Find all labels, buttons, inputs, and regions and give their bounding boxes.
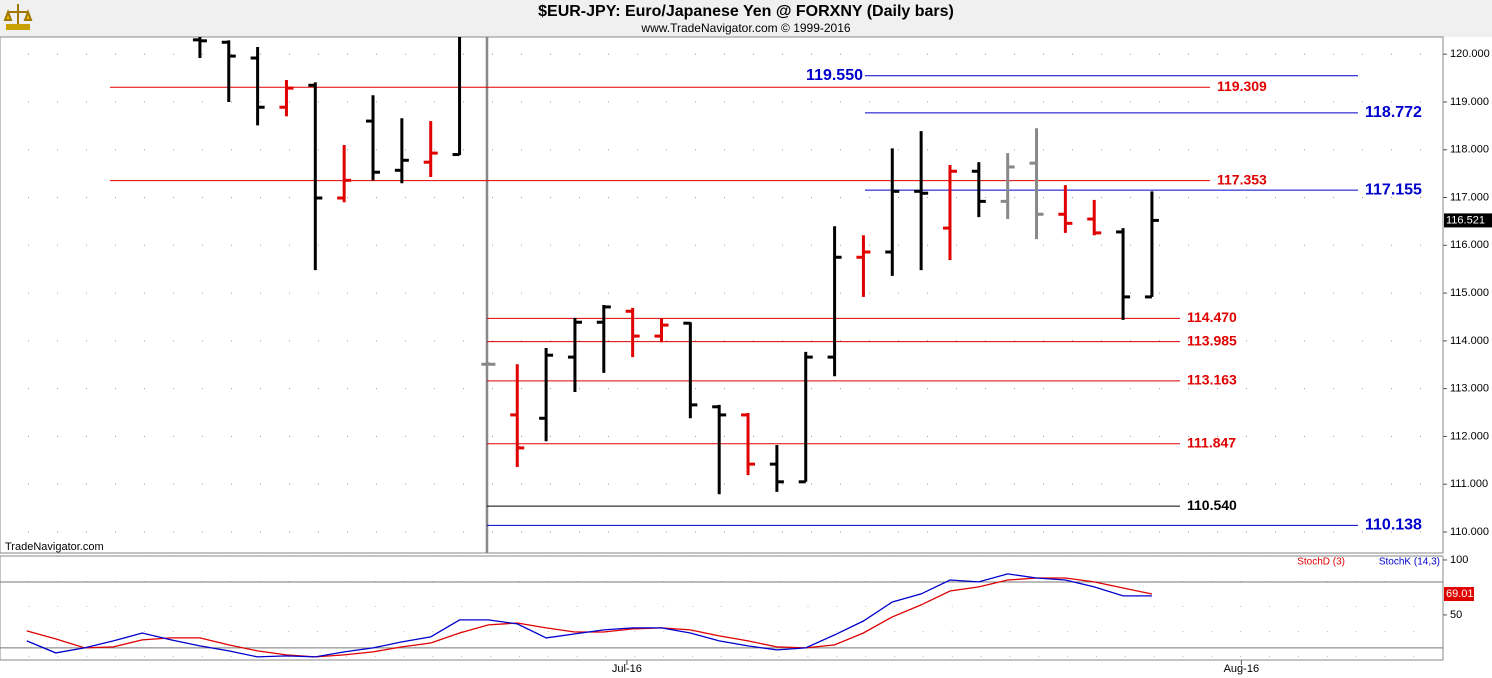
header [0, 0, 1492, 37]
y-tick-label: 118.000 [1450, 144, 1489, 156]
last-value-label: 69.01 [1446, 588, 1474, 600]
level-label: 114.470 [1187, 309, 1237, 325]
level-label: 119.550 [806, 67, 863, 84]
y-tick-label: 50 [1450, 609, 1462, 621]
level-label: 117.353 [1217, 171, 1267, 187]
stoch-plot [0, 556, 1443, 660]
level-label: 117.155 [1365, 181, 1422, 198]
watermark: TradeNavigator.com [5, 541, 104, 553]
level-label: 118.772 [1365, 104, 1422, 121]
chart-subtitle: www.TradeNavigator.com © 1999-2016 [640, 21, 850, 35]
y-tick-label: 117.000 [1450, 191, 1489, 203]
y-tick-label: 111.000 [1450, 478, 1488, 490]
stoch-panel [0, 555, 1444, 661]
level-label: 119.309 [1217, 78, 1267, 94]
level-label: 113.163 [1187, 372, 1237, 388]
y-tick-label: 116.000 [1450, 239, 1489, 251]
x-tick-label: Aug-16 [1224, 663, 1259, 675]
level-label: 113.985 [1187, 332, 1237, 348]
y-tick-label: 112.000 [1450, 430, 1489, 442]
overlay: 110.000 111.000 112.000 113.000 114.000 115.0… [612, 48, 1492, 675]
logo [3, 4, 33, 30]
level-label: 110.540 [1187, 497, 1237, 513]
y-tick-label: 113.000 [1450, 383, 1489, 395]
last-value-box [1444, 587, 1474, 602]
y-tick-label: 100 [1450, 554, 1468, 566]
y-tick-label: 114.000 [1450, 335, 1489, 347]
legend-label: StochD (3) [1297, 557, 1345, 568]
last-price-label: 116.521 [1446, 214, 1485, 226]
price-panel [0, 36, 1444, 554]
y-tick-label: 119.000 [1450, 96, 1489, 108]
x-tick-label: Jul-16 [612, 663, 642, 675]
stoch-line [26, 573, 1152, 658]
y-tick-label: 110.000 [1450, 526, 1489, 538]
y-tick-label: 120.000 [1450, 48, 1490, 60]
y-tick-label: 115.000 [1450, 287, 1489, 299]
level-label: 110.138 [1365, 517, 1422, 534]
legend-label: StochK (14,3) [1379, 557, 1440, 568]
level-label: 111.847 [1187, 434, 1236, 450]
last-price-box [1444, 213, 1492, 228]
chart-title: $EUR-JPY: Euro/Japanese Yen @ FORXNY (Da… [538, 3, 954, 20]
price-plot [0, 37, 1443, 533]
